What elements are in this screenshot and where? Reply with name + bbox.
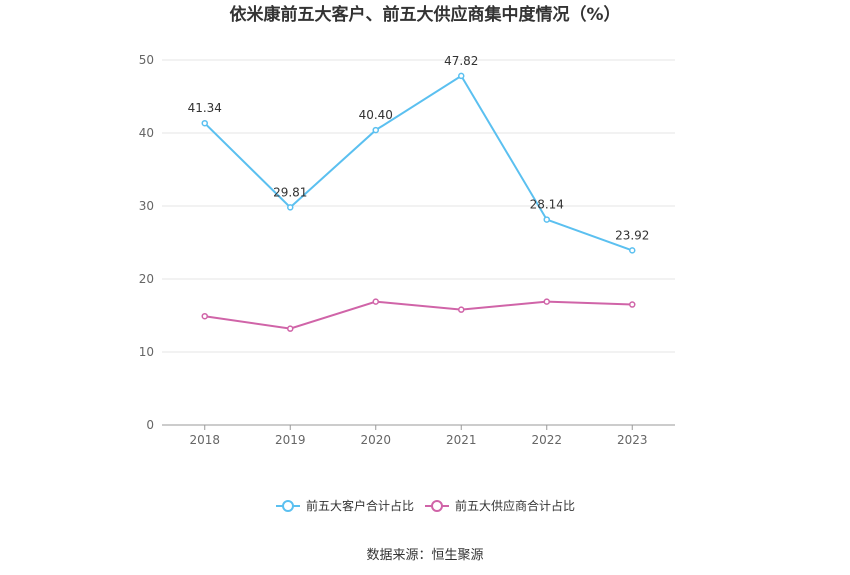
series-line bbox=[204, 74, 633, 252]
y-tick-label: 50 bbox=[139, 53, 154, 67]
grid-lines bbox=[162, 59, 675, 353]
x-axis-ticks: 2018 2019 2020 2021 2022 2023 bbox=[189, 425, 648, 447]
y-tick-label: 40 bbox=[139, 126, 154, 140]
y-axis-ticks: 0 10 20 30 40 50 bbox=[139, 53, 154, 432]
legend-label: 前五大客户合计占比 bbox=[306, 498, 414, 513]
y-tick-label: 10 bbox=[139, 345, 154, 359]
series-1 bbox=[201, 298, 636, 332]
series-group: 41.34 29.81 40.40 47.82 28.14 23.92 bbox=[188, 54, 649, 332]
data-point bbox=[543, 298, 550, 305]
data-point bbox=[372, 298, 379, 305]
legend: 前五大客户合计占比 前五大供应商合计占比 bbox=[276, 498, 575, 513]
data-label: 40.40 bbox=[359, 108, 393, 122]
data-point bbox=[287, 204, 294, 211]
legend-swatch-marker bbox=[431, 500, 443, 512]
data-label: 41.34 bbox=[188, 101, 222, 115]
source-note: 数据来源：恒生聚源 bbox=[366, 548, 483, 563]
data-point bbox=[201, 119, 208, 127]
series-0: 41.34 29.81 40.40 47.82 28.14 23.92 bbox=[188, 54, 649, 254]
data-point bbox=[543, 216, 550, 223]
x-tick-label: 2019 bbox=[275, 433, 306, 447]
y-tick-label: 0 bbox=[146, 418, 154, 432]
y-tick-label: 20 bbox=[139, 272, 154, 286]
x-tick-label: 2018 bbox=[189, 433, 220, 447]
chart-title: 依米康前五大客户、前五大供应商集中度情况（%） bbox=[229, 4, 620, 25]
data-label: 23.92 bbox=[615, 228, 649, 242]
x-tick-label: 2022 bbox=[531, 433, 562, 447]
data-point bbox=[287, 325, 294, 332]
x-tick-label: 2023 bbox=[617, 433, 648, 447]
data-label: 28.14 bbox=[530, 198, 564, 212]
legend-label: 前五大供应商合计占比 bbox=[455, 498, 575, 513]
data-label: 29.81 bbox=[273, 185, 307, 199]
legend-swatch-marker bbox=[282, 500, 294, 512]
x-tick-label: 2021 bbox=[446, 433, 477, 447]
data-point bbox=[629, 301, 636, 308]
data-label: 47.82 bbox=[444, 54, 478, 68]
data-point bbox=[201, 312, 208, 320]
series-line bbox=[204, 300, 633, 330]
data-point bbox=[372, 126, 379, 134]
legend-item[interactable]: 前五大供应商合计占比 bbox=[425, 498, 575, 513]
y-tick-label: 30 bbox=[139, 199, 154, 213]
legend-item[interactable]: 前五大客户合计占比 bbox=[276, 498, 414, 513]
data-point bbox=[458, 306, 465, 313]
data-point bbox=[629, 247, 636, 254]
x-tick-label: 2020 bbox=[360, 433, 391, 447]
data-point bbox=[458, 72, 465, 80]
